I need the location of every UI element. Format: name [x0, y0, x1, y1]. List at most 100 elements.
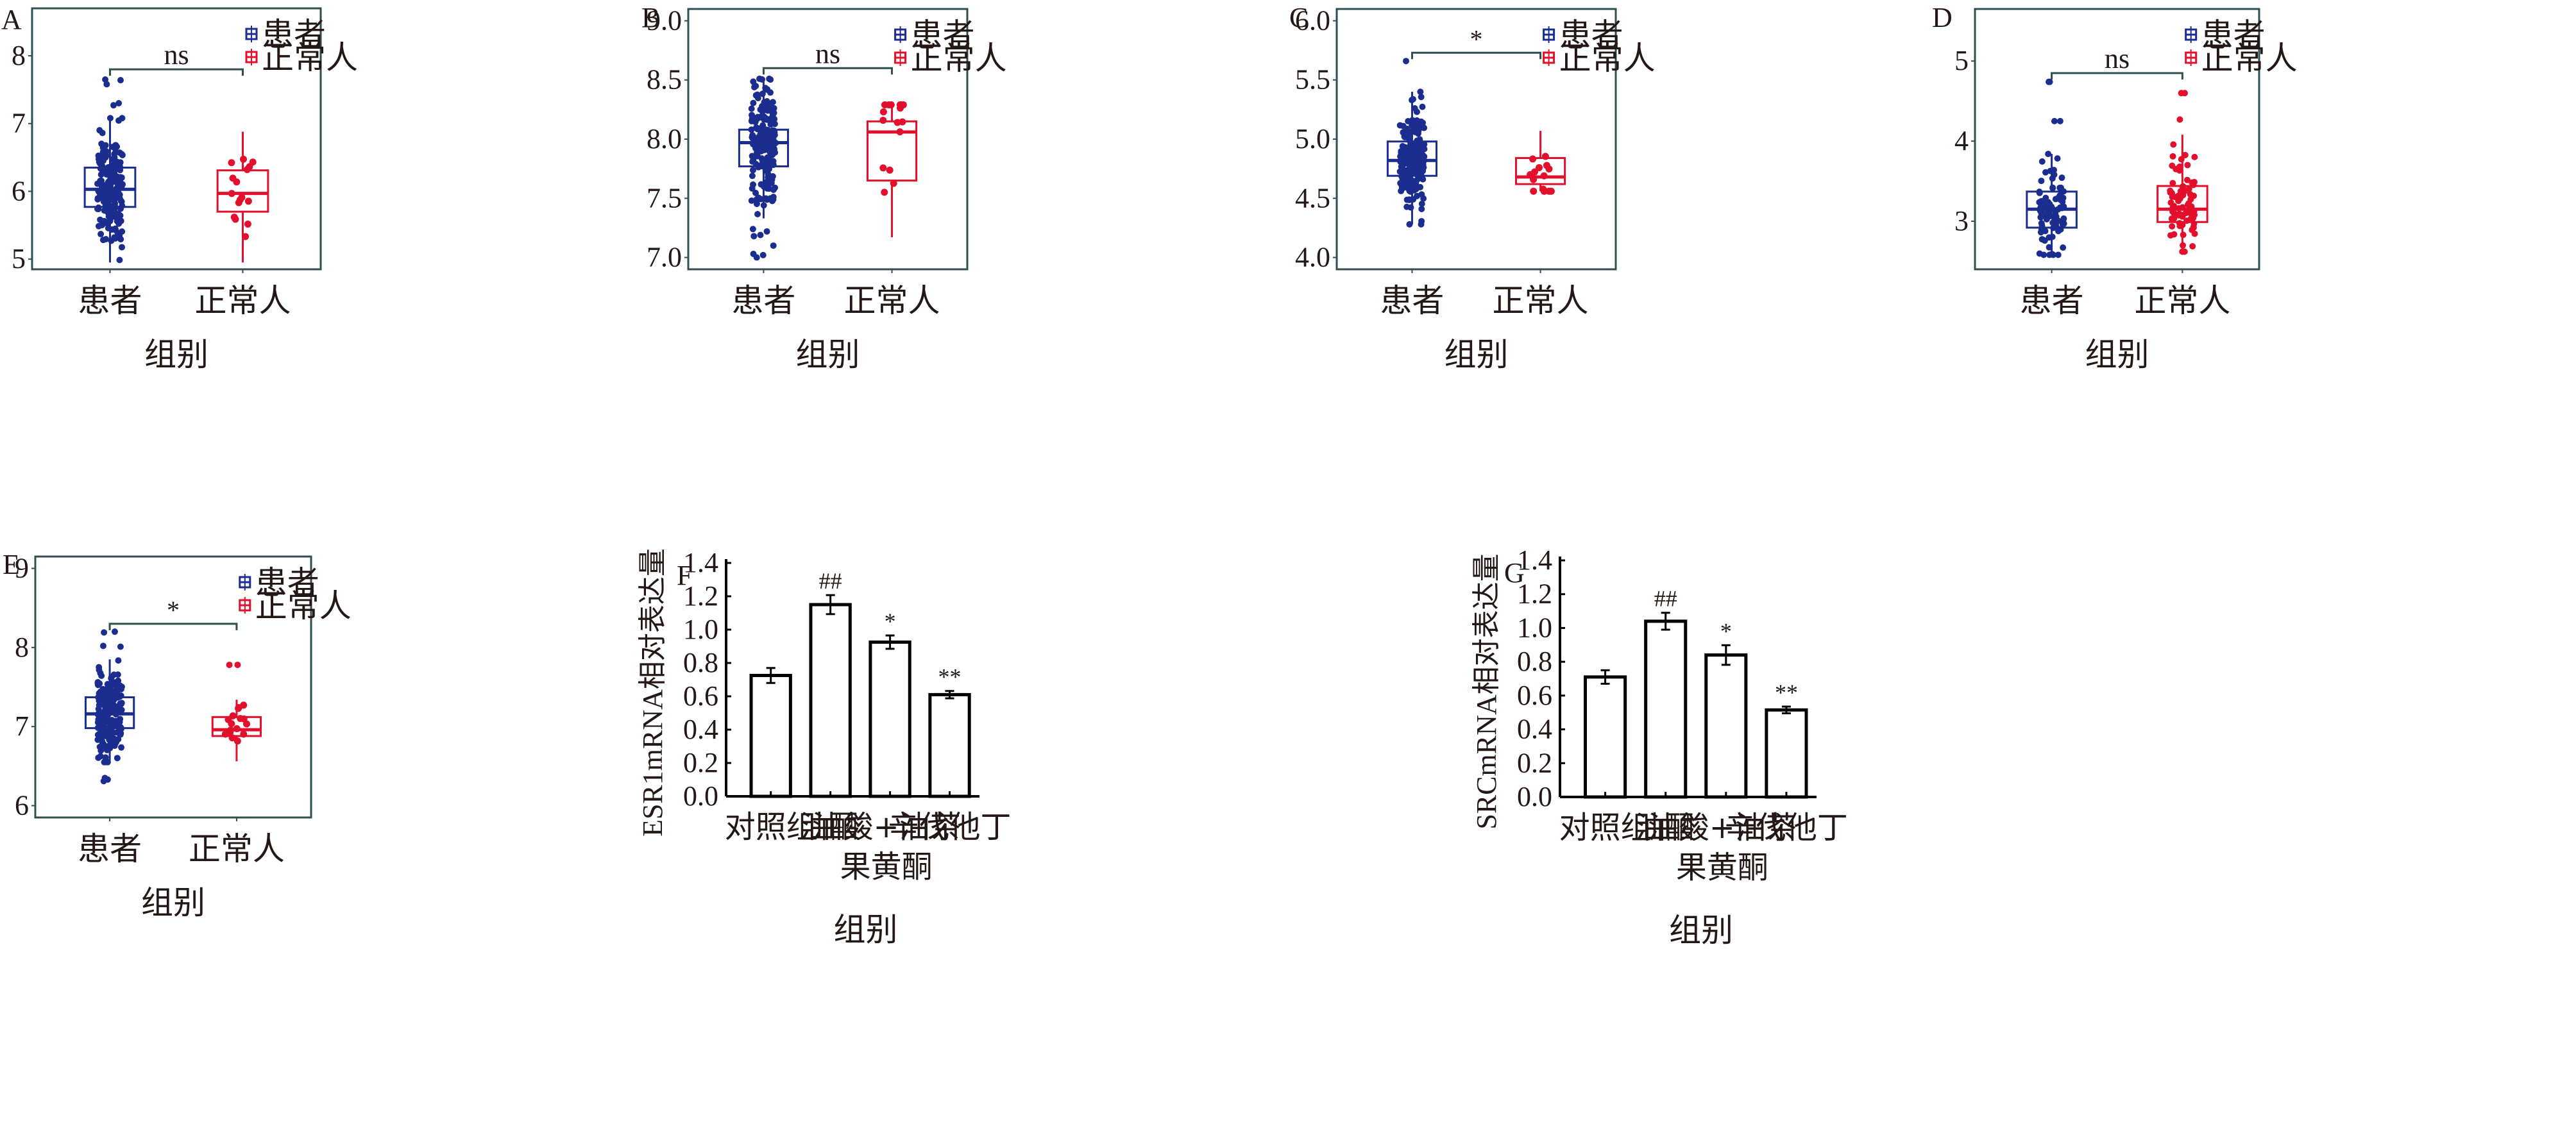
outlier-point [110, 102, 117, 109]
data-point [2184, 201, 2191, 208]
outlier-point [763, 228, 770, 235]
data-point [118, 707, 125, 714]
y-tick-label: 6 [12, 175, 26, 206]
bar [869, 641, 911, 798]
data-point [766, 75, 773, 82]
x-tick-label: 患者 [1380, 282, 1444, 319]
outlier-point [99, 642, 106, 650]
data-point [2053, 221, 2060, 228]
legend-label: 患者 [911, 17, 975, 54]
data-point [1413, 153, 1420, 160]
data-point [235, 199, 242, 206]
data-point [899, 101, 907, 108]
data-point [1417, 148, 1424, 155]
y-tick-label: 5 [1954, 45, 1969, 76]
data-point [2189, 179, 2196, 186]
data-point [101, 165, 108, 172]
data-point [110, 706, 117, 713]
plot-frame [34, 555, 312, 819]
data-point [118, 174, 125, 181]
data-point [2055, 251, 2062, 258]
data-point [896, 128, 904, 136]
y-tick-label: 0.8 [683, 647, 718, 678]
bar [1584, 675, 1627, 799]
x-tick-label: 辛伐他丁 [1725, 810, 1848, 846]
box-patient [2026, 78, 2078, 258]
data-point [94, 196, 101, 203]
data-point [111, 154, 118, 161]
data-point [2049, 184, 2056, 191]
panel-label: A [1, 4, 22, 35]
data-point [237, 715, 244, 723]
y-tick-label: 4 [1954, 125, 1969, 156]
data-point [1418, 94, 1425, 101]
box-normal [866, 101, 918, 238]
y-tick-label: 1.0 [683, 614, 718, 645]
y-tick-label: 4.0 [1295, 242, 1330, 273]
data-point [758, 130, 765, 137]
significance-label: ns [815, 38, 840, 69]
outlier-point [759, 251, 767, 258]
data-point [116, 730, 123, 737]
data-point [1408, 159, 1415, 166]
significance-bracket [108, 623, 238, 630]
x-tick-label: 对照组 [1559, 810, 1652, 846]
data-point [2051, 167, 2058, 174]
y-tick-label: 8 [12, 40, 26, 71]
y-tick-label: 1.2 [1517, 578, 1552, 610]
data-point [2167, 187, 2174, 194]
data-point [118, 198, 125, 205]
data-point [232, 215, 239, 223]
data-point [94, 678, 101, 685]
x-tick-label: 油酸 [800, 809, 861, 845]
data-point [890, 180, 897, 187]
data-point [107, 687, 114, 694]
data-point [1541, 187, 1548, 195]
data-point [1416, 136, 1423, 143]
data-point [1406, 137, 1413, 144]
data-point [1398, 187, 1405, 194]
x-tick-label: 对照组 [725, 809, 817, 845]
box-iqr [216, 169, 269, 213]
y-tick-label: 5.0 [1295, 123, 1330, 155]
x-axis-title: 组别 [834, 911, 898, 948]
data-point [1399, 155, 1406, 162]
data-point [760, 202, 767, 209]
data-point [1405, 171, 1412, 178]
data-point [764, 126, 771, 133]
data-point [1398, 147, 1405, 155]
outlier-point [749, 226, 756, 233]
data-point [98, 729, 105, 736]
data-point [94, 205, 101, 212]
data-point [770, 196, 777, 203]
data-point [2052, 210, 2059, 217]
y-tick-label: 7.5 [647, 182, 682, 214]
legend-label: 正常人 [262, 39, 358, 76]
outlier-point [226, 661, 233, 668]
data-point [1530, 187, 1538, 195]
outlier-point [111, 628, 118, 635]
data-point [748, 126, 755, 133]
data-point [2042, 228, 2049, 235]
y-tick-label: 7.0 [647, 242, 682, 273]
data-point [879, 164, 887, 172]
y-tick-label: 8.0 [647, 123, 682, 155]
data-point [1418, 200, 1425, 207]
outlier-point [750, 233, 758, 240]
data-point [112, 235, 119, 242]
data-point [2038, 178, 2045, 185]
data-point [2038, 220, 2045, 227]
data-point [767, 147, 774, 154]
legend-label: 正常人 [1559, 40, 1656, 77]
data-point [246, 163, 253, 171]
outlier-point [101, 629, 108, 636]
data-point [1399, 173, 1406, 180]
data-point [749, 185, 756, 192]
significance-label: ## [1654, 586, 1677, 612]
data-point [102, 142, 109, 149]
data-point [101, 217, 108, 224]
data-point [110, 735, 117, 742]
significance-bracket [2051, 72, 2183, 80]
